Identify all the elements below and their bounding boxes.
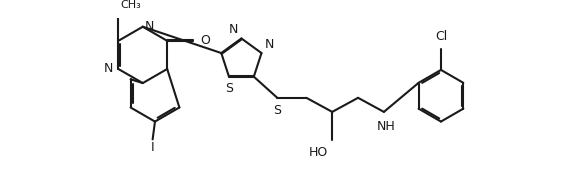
Text: S: S xyxy=(225,82,233,95)
Text: N: N xyxy=(104,63,113,75)
Text: I: I xyxy=(151,141,154,154)
Text: CH₃: CH₃ xyxy=(121,0,141,10)
Text: N: N xyxy=(265,38,275,51)
Text: HO: HO xyxy=(309,146,328,159)
Text: NH: NH xyxy=(377,120,396,133)
Text: N: N xyxy=(228,23,237,36)
Text: S: S xyxy=(273,104,281,117)
Text: O: O xyxy=(200,34,210,47)
Text: N: N xyxy=(145,20,154,33)
Text: Cl: Cl xyxy=(435,30,447,43)
